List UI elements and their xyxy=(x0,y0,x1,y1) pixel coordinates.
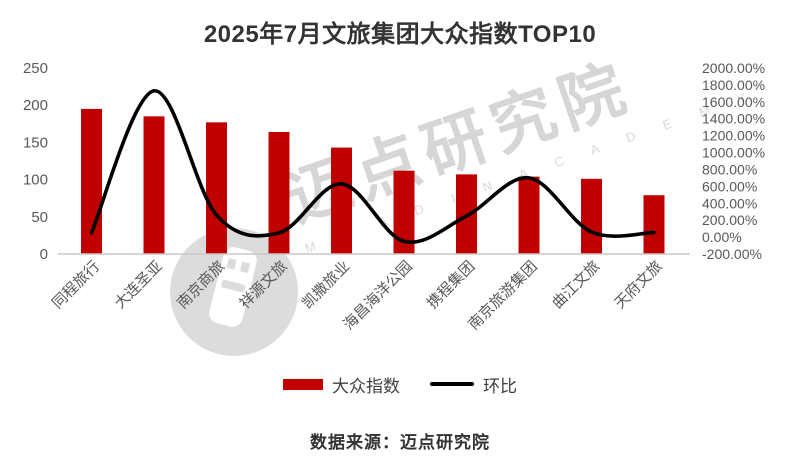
bar-曲江文旅 xyxy=(581,178,602,254)
left-axis-tick: 50 xyxy=(31,209,48,226)
right-axis-tick: 1600.00% xyxy=(702,94,765,110)
bar-南京商旅 xyxy=(206,122,227,254)
bar-祥源文旅 xyxy=(268,131,290,254)
category-label-携程集团: 携程集团 xyxy=(424,258,478,312)
bar-凯撒旅业 xyxy=(331,147,352,254)
right-axis-tick: 1800.00% xyxy=(702,77,765,93)
category-label-祥源文旅: 祥源文旅 xyxy=(236,258,290,312)
bar-海昌海洋公园 xyxy=(393,170,415,254)
data-source-label: 数据来源：迈点研究院 xyxy=(310,433,490,452)
right-axis-tick: 1200.00% xyxy=(702,128,765,144)
right-axis-tick: -200.00% xyxy=(702,246,762,262)
left-axis-tick: 100 xyxy=(23,172,48,189)
right-axis-tick: 200.00% xyxy=(702,212,757,228)
right-axis-tick: 1400.00% xyxy=(702,111,765,127)
category-label-天府文旅: 天府文旅 xyxy=(611,258,665,312)
line-series-huanbi xyxy=(89,89,656,244)
legend-bar-label: 大众指数 xyxy=(332,376,400,396)
legend-line-label: 环比 xyxy=(483,376,517,396)
left-axis-tick: 150 xyxy=(23,134,48,151)
bar-大连圣亚 xyxy=(143,116,165,254)
category-label-同程旅行: 同程旅行 xyxy=(49,258,103,312)
category-label-凯撒旅业: 凯撒旅业 xyxy=(299,258,353,312)
category-label-南京商旅: 南京商旅 xyxy=(174,258,228,312)
right-axis-tick: 2000.00% xyxy=(702,60,765,76)
category-label-大连圣亚: 大连圣亚 xyxy=(111,258,165,312)
right-axis-tick: 400.00% xyxy=(702,195,757,211)
legend-line-swatch xyxy=(430,382,474,386)
right-axis-tick: 0.00% xyxy=(702,229,742,245)
right-axis-tick: 800.00% xyxy=(702,161,757,177)
bar-南京旅游集团 xyxy=(518,176,540,254)
left-axis-tick: 0 xyxy=(40,246,48,263)
category-label-曲江文旅: 曲江文旅 xyxy=(549,258,603,312)
left-axis-tick: 250 xyxy=(23,60,48,77)
right-axis-tick: 1000.00% xyxy=(702,145,765,161)
legend-bar-swatch xyxy=(283,378,323,390)
chart-title: 2025年7月文旅集团大众指数TOP10 xyxy=(203,21,597,48)
right-axis-tick: 600.00% xyxy=(702,178,757,194)
legend: 大众指数 环比 xyxy=(0,373,800,396)
left-axis-tick: 200 xyxy=(23,97,48,114)
bar-天府文旅 xyxy=(643,195,665,254)
